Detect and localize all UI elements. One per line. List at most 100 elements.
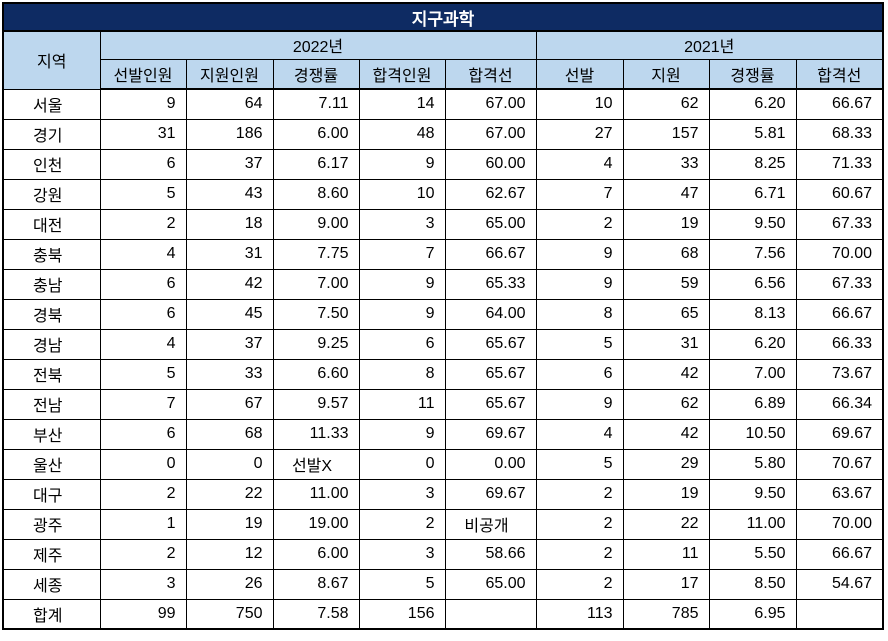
value-cell: 0 [358, 448, 446, 480]
value-cell: 6 [99, 268, 187, 300]
value-cell: 64 [185, 88, 274, 120]
value-cell: 17 [622, 568, 710, 600]
value-cell: 5 [99, 178, 187, 210]
table-row: 울산 0 0 선발X 0 0.00 5 29 5.80 70.67 [2, 448, 884, 480]
table-row: 경북 6 45 7.50 9 64.00 8 65 8.13 66.67 [2, 298, 884, 330]
year-2021-header: 2021년 [535, 30, 884, 60]
value-cell: 5.50 [708, 538, 797, 570]
value-cell: 7.00 [708, 358, 797, 390]
region-cell: 울산 [2, 448, 101, 480]
value-cell: 11 [358, 388, 446, 420]
value-cell: 69.67 [444, 478, 537, 510]
value-cell: 68 [185, 418, 274, 450]
value-cell: 9.57 [272, 388, 360, 420]
value-cell: 2 [358, 508, 446, 540]
value-cell: 33 [185, 358, 274, 390]
region-cell: 광주 [2, 508, 101, 540]
value-cell: 71.33 [795, 148, 884, 180]
value-cell: 비공개 [444, 508, 537, 540]
value-cell: 67.33 [795, 268, 884, 300]
value-cell: 7.75 [272, 238, 360, 270]
value-cell: 2 [99, 478, 187, 510]
value-cell: 27 [535, 118, 624, 150]
value-cell: 6 [99, 148, 187, 180]
value-cell: 26 [185, 568, 274, 600]
value-cell: 6.71 [708, 178, 797, 210]
value-cell: 62 [622, 88, 710, 120]
table-row: 대구 2 22 11.00 3 69.67 2 19 9.50 63.67 [2, 478, 884, 510]
region-cell: 서울 [2, 88, 101, 120]
value-cell: 2 [535, 208, 624, 240]
year-2022-header: 2022년 [99, 30, 537, 60]
value-cell: 66.67 [795, 88, 884, 120]
value-cell: 10 [535, 88, 624, 120]
value-cell: 65.67 [444, 388, 537, 420]
col-header-2021-cutoff: 합격선 [795, 58, 884, 90]
value-cell: 0.00 [444, 448, 537, 480]
value-cell: 4 [535, 418, 624, 450]
value-cell: 7.11 [272, 88, 360, 120]
value-cell: 19.00 [272, 508, 360, 540]
value-cell: 66.67 [444, 238, 537, 270]
col-header-2021-ratio: 경쟁률 [708, 58, 797, 90]
region-cell: 세종 [2, 568, 101, 600]
value-cell: 11 [622, 538, 710, 570]
table-row: 전북 5 33 6.60 8 65.67 6 42 7.00 73.67 [2, 358, 884, 390]
value-cell: 1 [99, 508, 187, 540]
region-cell: 경남 [2, 328, 101, 360]
value-cell: 43 [185, 178, 274, 210]
value-cell: 10 [358, 178, 446, 210]
value-cell: 750 [185, 598, 274, 630]
value-cell: 65.67 [444, 328, 537, 360]
table-title-row: 지구과학 [2, 2, 884, 32]
table-row: 충남 6 42 7.00 9 65.33 9 59 6.56 67.33 [2, 268, 884, 300]
value-cell: 31 [99, 118, 187, 150]
value-cell: 70.00 [795, 508, 884, 540]
value-cell: 7 [358, 238, 446, 270]
value-cell: 6 [535, 358, 624, 390]
value-cell: 18 [185, 208, 274, 240]
value-cell: 67.00 [444, 118, 537, 150]
value-cell: 42 [185, 268, 274, 300]
value-cell: 42 [622, 358, 710, 390]
value-cell: 22 [185, 478, 274, 510]
value-cell: 6.95 [708, 598, 797, 630]
region-cell: 경북 [2, 298, 101, 330]
region-cell: 부산 [2, 418, 101, 450]
value-cell: 7.50 [272, 298, 360, 330]
value-cell: 14 [358, 88, 446, 120]
value-cell: 37 [185, 328, 274, 360]
value-cell: 186 [185, 118, 274, 150]
value-cell: 8.50 [708, 568, 797, 600]
value-cell: 11.33 [272, 418, 360, 450]
value-cell: 65.33 [444, 268, 537, 300]
value-cell: 156 [358, 598, 446, 630]
value-cell: 9.25 [272, 328, 360, 360]
value-cell: 3 [99, 568, 187, 600]
value-cell: 6 [358, 328, 446, 360]
value-cell: 3 [358, 208, 446, 240]
col-header-2022-cutoff: 합격선 [444, 58, 537, 90]
value-cell: 9 [358, 298, 446, 330]
value-cell: 37 [185, 148, 274, 180]
value-cell: 5 [535, 448, 624, 480]
value-cell: 785 [622, 598, 710, 630]
value-cell: 4 [99, 238, 187, 270]
value-cell: 60.00 [444, 148, 537, 180]
table-row: 대전 2 18 9.00 3 65.00 2 19 9.50 67.33 [2, 208, 884, 240]
value-cell: 31 [622, 328, 710, 360]
value-cell: 6.89 [708, 388, 797, 420]
value-cell: 68.33 [795, 118, 884, 150]
region-cell: 인천 [2, 148, 101, 180]
table-row: 부산 6 68 11.33 9 69.67 4 42 10.50 69.67 [2, 418, 884, 450]
value-cell: 7 [99, 388, 187, 420]
value-cell: 47 [622, 178, 710, 210]
value-cell: 6.00 [272, 538, 360, 570]
value-cell: 157 [622, 118, 710, 150]
value-cell: 29 [622, 448, 710, 480]
region-cell: 경기 [2, 118, 101, 150]
value-cell: 9.50 [708, 478, 797, 510]
table-row: 인천 6 37 6.17 9 60.00 4 33 8.25 71.33 [2, 148, 884, 180]
value-cell: 4 [99, 328, 187, 360]
value-cell: 66.34 [795, 388, 884, 420]
